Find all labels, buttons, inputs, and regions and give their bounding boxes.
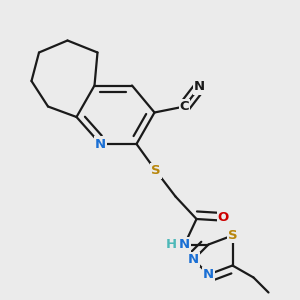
Text: N: N <box>179 238 190 251</box>
Text: H: H <box>165 238 177 251</box>
Text: N: N <box>188 253 199 266</box>
Text: N: N <box>95 137 106 151</box>
Text: N: N <box>194 80 205 94</box>
Text: S: S <box>228 229 237 242</box>
Text: O: O <box>218 211 229 224</box>
Text: N: N <box>203 268 214 281</box>
Text: C: C <box>180 100 189 113</box>
Text: S: S <box>151 164 161 178</box>
